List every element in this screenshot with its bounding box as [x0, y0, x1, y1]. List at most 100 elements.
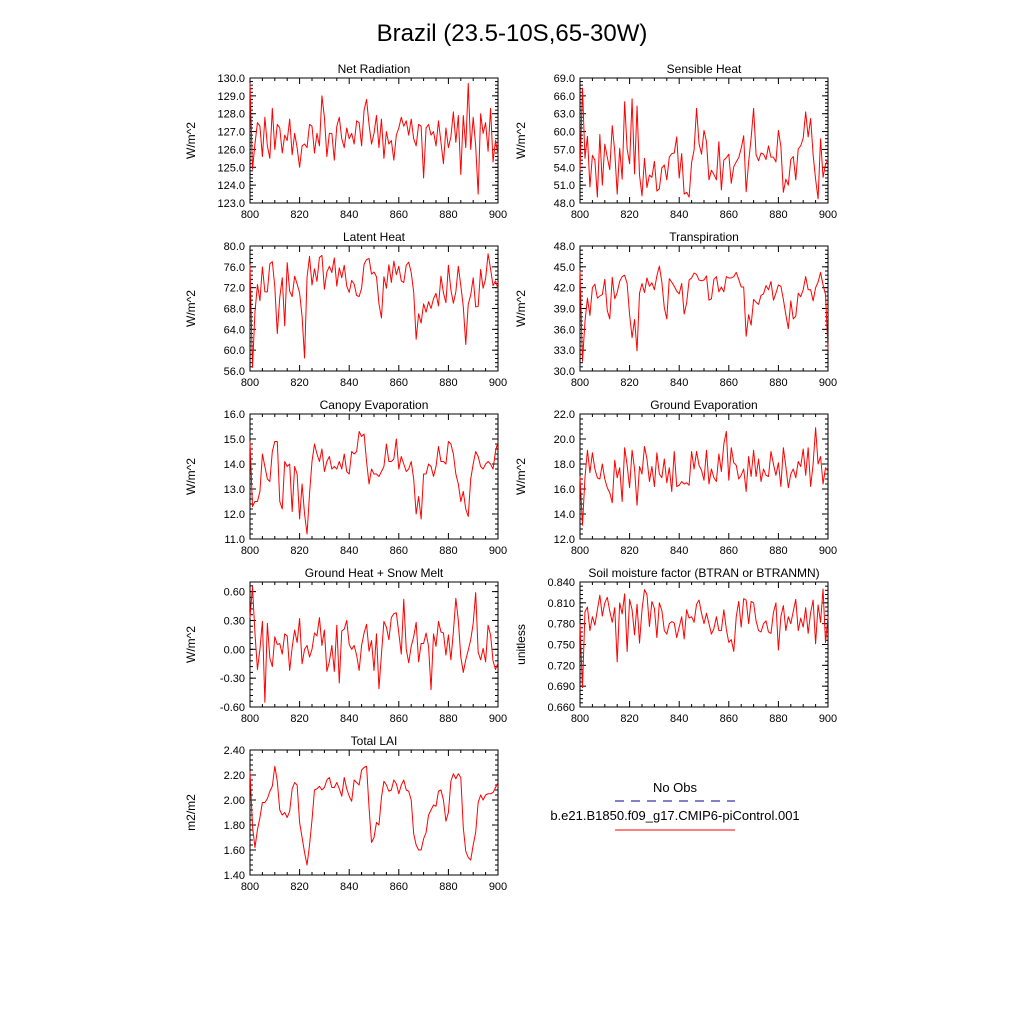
panel-1: Sensible Heat W/m^2 800 820 840 860 880 900 48.0… — [514, 62, 837, 221]
panel-1-title: Sensible Heat — [667, 62, 742, 76]
figure-title: Brazil (23.5-10S,65-30W) — [377, 20, 648, 47]
panel-8-xtick-label: 860 — [390, 881, 408, 893]
panel-2-series-line — [249, 253, 499, 368]
panel-7-ylabel: unitless — [514, 624, 528, 665]
panel-0: Net Radiation W/m^2 800 820 840 860 880 900 123.… — [184, 62, 507, 221]
panel-7-ytick-label: 0.690 — [547, 681, 575, 693]
panel-0-ytick-label: 123.0 — [217, 198, 245, 210]
panel-4-ytick-label: 12.0 — [224, 509, 245, 521]
panel-8-ytick-label: 1.60 — [224, 845, 245, 857]
panel-5-xtick-label: 840 — [670, 545, 688, 557]
panel-5-ytick-label: 12.0 — [554, 534, 575, 546]
panel-4-ytick-label: 16.0 — [224, 409, 245, 421]
panel-3-title: Transpiration — [669, 230, 739, 244]
panel-1-xtick-label: 820 — [620, 209, 638, 221]
panel-5-ytick-label: 16.0 — [554, 484, 575, 496]
panel-1-ytick-label: 48.0 — [554, 198, 575, 210]
panel-1-xtick-label: 860 — [720, 209, 738, 221]
panel-7-xtick-label: 900 — [819, 713, 837, 725]
legend: No Obs b.e21.B1850.f09_g17.CMIP6-piContr… — [550, 780, 800, 831]
panel-6-frame — [249, 581, 499, 708]
panel-1-ytick-label: 66.0 — [554, 91, 575, 103]
panel-0-ytick-label: 127.0 — [217, 127, 245, 139]
panel-3: Transpiration W/m^2 800 820 840 860 880 900 30.0… — [514, 230, 837, 389]
panel-4-ylabel: W/m^2 — [184, 458, 198, 495]
panel-2-ytick-label: 68.0 — [224, 304, 245, 316]
panel-2-ytick-label: 64.0 — [224, 324, 245, 336]
panel-2-xtick-label: 800 — [241, 377, 259, 389]
panel-1-xtick-label: 900 — [819, 209, 837, 221]
panel-7-xtick-label: 880 — [769, 713, 787, 725]
panel-1-ytick-label: 63.0 — [554, 109, 575, 121]
panel-8-ytick-label: 2.40 — [224, 745, 245, 757]
panel-3-ytick-label: 48.0 — [554, 241, 575, 253]
panel-2-xtick-label: 900 — [489, 377, 507, 389]
panel-3-ytick-label: 42.0 — [554, 283, 575, 295]
panel-2-ytick-label: 76.0 — [224, 262, 245, 274]
panel-0-xtick-label: 900 — [489, 209, 507, 221]
panel-5-title: Ground Evaporation — [650, 398, 757, 412]
panel-5-ytick-label: 18.0 — [554, 459, 575, 471]
panel-3-frame — [579, 245, 829, 372]
panel-2-ytick-label: 80.0 — [224, 241, 245, 253]
panel-8-ytick-label: 1.40 — [224, 870, 245, 882]
panel-2-xtick-label: 880 — [439, 377, 457, 389]
panel-5-xtick-label: 900 — [819, 545, 837, 557]
panel-7-xtick-label: 840 — [670, 713, 688, 725]
panel-0-ytick-label: 128.0 — [217, 109, 245, 121]
panel-2-ytick-label: 72.0 — [224, 283, 245, 295]
panel-3-ylabel: W/m^2 — [514, 290, 528, 327]
panel-8-title: Total LAI — [351, 734, 398, 748]
panel-7-ytick-label: 0.720 — [547, 660, 575, 672]
panel-1-ytick-label: 54.0 — [554, 162, 575, 174]
panel-3-ytick-label: 36.0 — [554, 324, 575, 336]
panel-7: Soil moisture factor (BTRAN or BTRANMN) u… — [514, 566, 837, 725]
panel-0-xtick-label: 820 — [290, 209, 308, 221]
panel-0-xtick-label: 880 — [439, 209, 457, 221]
panel-3-series-line — [579, 265, 829, 362]
panel-0-ytick-label: 130.0 — [217, 73, 245, 85]
panel-0-ytick-label: 124.0 — [217, 180, 245, 192]
panel-6-ytick-label: -0.60 — [220, 702, 245, 714]
panel-6-ylabel: W/m^2 — [184, 626, 198, 663]
panel-8-ytick-label: 2.00 — [224, 795, 245, 807]
panel-3-xtick-label: 900 — [819, 377, 837, 389]
panel-2-xtick-label: 820 — [290, 377, 308, 389]
panel-5-ytick-label: 14.0 — [554, 509, 575, 521]
panel-3-xtick-label: 820 — [620, 377, 638, 389]
panel-4-ytick-label: 14.0 — [224, 459, 245, 471]
panel-8-xtick-label: 900 — [489, 881, 507, 893]
panel-1-series-line — [579, 87, 829, 200]
panel-1-ytick-label: 60.0 — [554, 127, 575, 139]
panel-6-xtick-label: 840 — [340, 713, 358, 725]
panel-1-xtick-label: 800 — [571, 209, 589, 221]
panel-0-ytick-label: 126.0 — [217, 144, 245, 156]
panel-6-xtick-label: 820 — [290, 713, 308, 725]
panel-2-ylabel: W/m^2 — [184, 290, 198, 327]
panel-8-frame — [249, 749, 499, 876]
panel-7-ytick-label: 0.660 — [547, 702, 575, 714]
panel-4-xtick-label: 800 — [241, 545, 259, 557]
panel-grid: Net Radiation W/m^2 800 820 840 860 880 900 123.… — [184, 62, 837, 893]
panel-6-ytick-label: 0.00 — [224, 644, 245, 656]
panel-3-ytick-label: 45.0 — [554, 262, 575, 274]
panel-5-series-line — [579, 427, 829, 526]
panel-0-ylabel: W/m^2 — [184, 122, 198, 159]
legend-model-label: b.e21.B1850.f09_g17.CMIP6-piControl.001 — [550, 808, 799, 823]
panel-0-ytick-label: 125.0 — [217, 162, 245, 174]
panel-4-title: Canopy Evaporation — [320, 398, 429, 412]
panel-0-series-line — [249, 82, 499, 195]
panel-7-xtick-label: 820 — [620, 713, 638, 725]
panel-5-xtick-label: 860 — [720, 545, 738, 557]
panel-5: Ground Evaporation W/m^2 800 820 840 860 880 90… — [514, 398, 837, 557]
panel-1-ytick-label: 69.0 — [554, 73, 575, 85]
panel-0-xtick-label: 840 — [340, 209, 358, 221]
legend-obs-label: No Obs — [653, 780, 698, 795]
panel-1-ytick-label: 51.0 — [554, 180, 575, 192]
panel-1-xtick-label: 880 — [769, 209, 787, 221]
panel-0-ytick-label: 129.0 — [217, 91, 245, 103]
panel-8-xtick-label: 840 — [340, 881, 358, 893]
panel-7-series-line — [579, 588, 829, 689]
panel-8-series-line — [249, 765, 499, 866]
